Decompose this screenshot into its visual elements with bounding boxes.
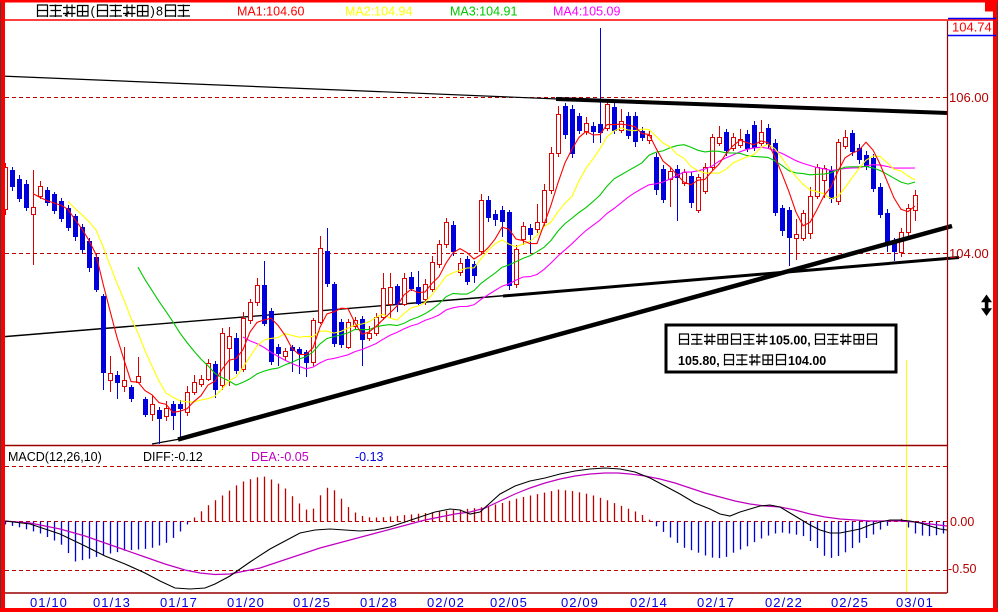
svg-text:MACD(12,26,10): MACD(12,26,10) bbox=[8, 450, 102, 464]
svg-text:MA2:104.94: MA2:104.94 bbox=[345, 5, 412, 19]
svg-text:104.00: 104.00 bbox=[788, 354, 826, 368]
svg-text:02/14: 02/14 bbox=[630, 595, 668, 610]
svg-text:-0.13: -0.13 bbox=[355, 450, 384, 464]
svg-text:01/28: 01/28 bbox=[360, 595, 398, 610]
svg-text:DIFF:-0.12: DIFF:-0.12 bbox=[143, 450, 203, 464]
svg-text:02/05: 02/05 bbox=[490, 595, 528, 610]
svg-text:(: ( bbox=[91, 4, 96, 19]
svg-text:105.80,: 105.80, bbox=[678, 354, 720, 368]
svg-text:01/20: 01/20 bbox=[227, 595, 265, 610]
svg-text:104.74: 104.74 bbox=[952, 20, 992, 35]
svg-text:DEA:-0.05: DEA:-0.05 bbox=[251, 450, 309, 464]
svg-text:106.00: 106.00 bbox=[949, 90, 989, 105]
svg-text:02/25: 02/25 bbox=[831, 595, 869, 610]
svg-text:0.00: 0.00 bbox=[950, 515, 974, 529]
svg-text:MA4:105.09: MA4:105.09 bbox=[553, 5, 620, 19]
svg-text:01/17: 01/17 bbox=[160, 595, 198, 610]
svg-text:01/25: 01/25 bbox=[293, 595, 331, 610]
svg-text:8: 8 bbox=[156, 5, 163, 19]
svg-text:02/09: 02/09 bbox=[561, 595, 599, 610]
svg-text:): ) bbox=[151, 4, 155, 19]
svg-text:02/17: 02/17 bbox=[697, 595, 735, 610]
svg-text:01/10: 01/10 bbox=[30, 595, 68, 610]
svg-text:MA1:104.60: MA1:104.60 bbox=[237, 5, 304, 19]
svg-text:02/22: 02/22 bbox=[765, 595, 803, 610]
svg-text:01/13: 01/13 bbox=[93, 595, 131, 610]
svg-text:105.00,: 105.00, bbox=[769, 334, 811, 348]
svg-text:104.00: 104.00 bbox=[949, 246, 989, 261]
svg-text:02/02: 02/02 bbox=[427, 595, 465, 610]
svg-text:MA3:104.91: MA3:104.91 bbox=[450, 5, 517, 19]
svg-text:03/01: 03/01 bbox=[896, 595, 934, 610]
svg-text:-0.50: -0.50 bbox=[948, 562, 977, 576]
